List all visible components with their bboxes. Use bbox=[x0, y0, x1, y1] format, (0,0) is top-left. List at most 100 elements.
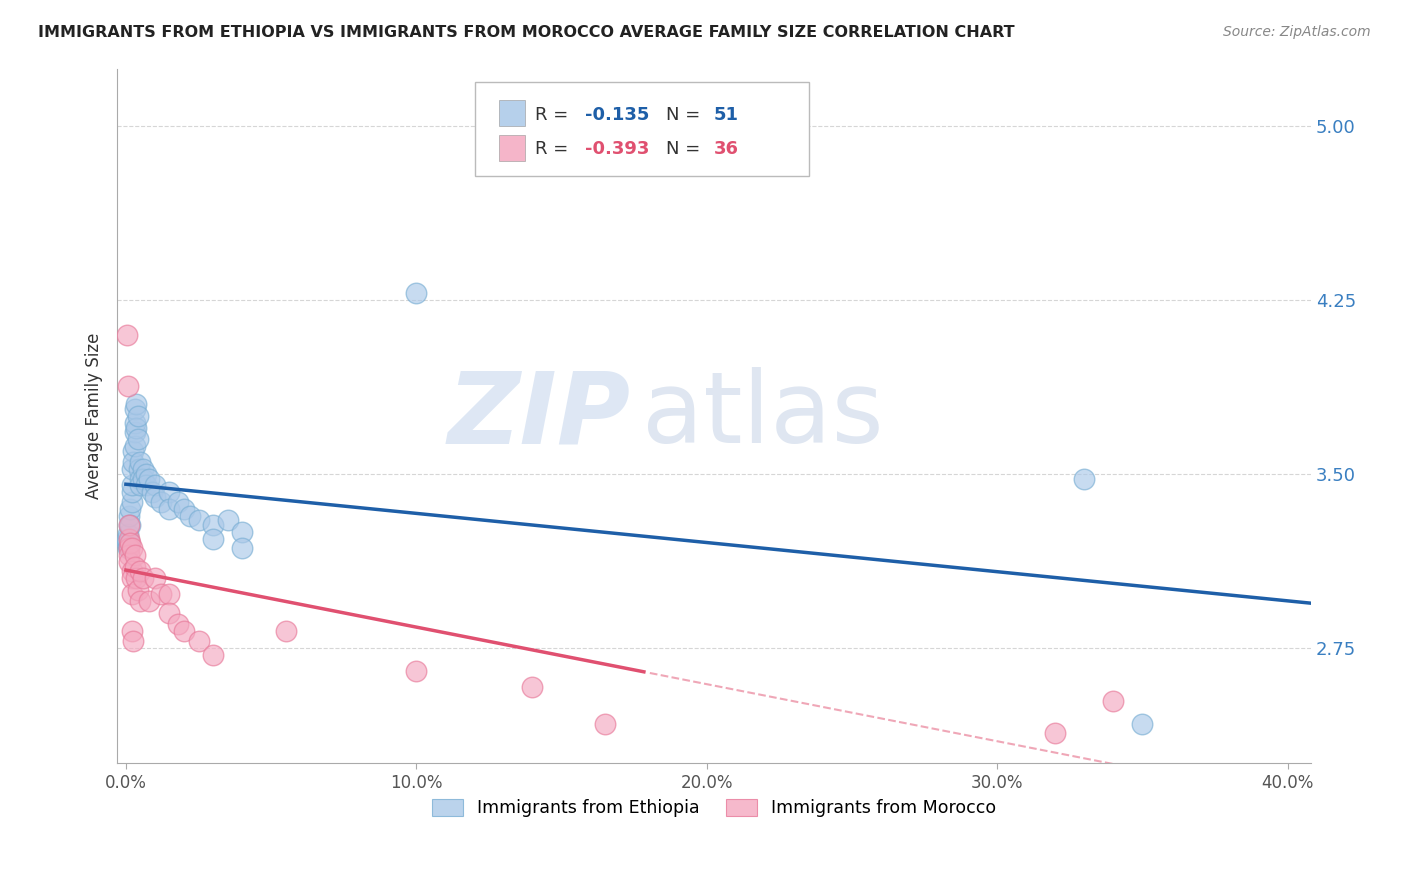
Point bbox=[129, 478, 152, 492]
Point bbox=[187, 633, 209, 648]
Point bbox=[143, 571, 166, 585]
Point bbox=[122, 633, 145, 648]
Point bbox=[120, 501, 142, 516]
Point bbox=[124, 402, 146, 417]
Point bbox=[118, 555, 141, 569]
Point bbox=[187, 513, 209, 527]
FancyBboxPatch shape bbox=[499, 100, 526, 126]
Point bbox=[124, 425, 146, 440]
Point bbox=[231, 524, 253, 539]
Point bbox=[143, 478, 166, 492]
Point bbox=[124, 559, 146, 574]
Text: N =: N = bbox=[666, 106, 706, 124]
Point bbox=[118, 548, 141, 562]
Point bbox=[117, 536, 139, 550]
Point bbox=[132, 462, 155, 476]
Point bbox=[117, 327, 139, 342]
Point bbox=[118, 539, 141, 553]
Point bbox=[118, 532, 141, 546]
Point bbox=[132, 571, 155, 585]
Point bbox=[522, 680, 544, 694]
Point bbox=[593, 717, 616, 731]
Point bbox=[1102, 694, 1125, 708]
Point bbox=[159, 587, 181, 601]
Point bbox=[120, 517, 142, 532]
Point bbox=[167, 617, 190, 632]
Text: ZIP: ZIP bbox=[447, 368, 630, 465]
Point bbox=[173, 624, 195, 639]
Point bbox=[118, 534, 141, 549]
Point bbox=[129, 564, 152, 578]
Y-axis label: Average Family Size: Average Family Size bbox=[86, 333, 103, 500]
Point bbox=[118, 541, 141, 555]
Point bbox=[159, 606, 181, 620]
Point bbox=[159, 501, 181, 516]
Text: atlas: atlas bbox=[643, 368, 884, 465]
Point bbox=[120, 536, 142, 550]
Point bbox=[121, 587, 143, 601]
Point bbox=[117, 527, 139, 541]
Point bbox=[127, 582, 149, 597]
Point bbox=[121, 485, 143, 500]
Point bbox=[124, 416, 146, 430]
Point bbox=[121, 624, 143, 639]
Point bbox=[405, 286, 427, 301]
Point bbox=[143, 490, 166, 504]
Point bbox=[159, 485, 181, 500]
Point bbox=[135, 467, 157, 481]
Point bbox=[125, 397, 148, 411]
Text: -0.135: -0.135 bbox=[585, 106, 650, 124]
Point bbox=[127, 409, 149, 423]
Point bbox=[117, 379, 139, 393]
Point bbox=[122, 443, 145, 458]
Point bbox=[129, 455, 152, 469]
FancyBboxPatch shape bbox=[475, 82, 810, 177]
Point bbox=[121, 494, 143, 508]
Text: R =: R = bbox=[534, 140, 574, 158]
FancyBboxPatch shape bbox=[499, 135, 526, 161]
Point bbox=[274, 624, 297, 639]
Point bbox=[118, 517, 141, 532]
Point bbox=[117, 532, 139, 546]
Point bbox=[1043, 726, 1066, 740]
Text: Source: ZipAtlas.com: Source: ZipAtlas.com bbox=[1223, 25, 1371, 39]
Point bbox=[405, 664, 427, 678]
Legend: Immigrants from Ethiopia, Immigrants from Morocco: Immigrants from Ethiopia, Immigrants fro… bbox=[425, 791, 1002, 824]
Text: -0.393: -0.393 bbox=[585, 140, 650, 158]
Point bbox=[1130, 717, 1153, 731]
Point bbox=[124, 439, 146, 453]
Point bbox=[202, 648, 225, 662]
Point bbox=[121, 571, 143, 585]
Text: IMMIGRANTS FROM ETHIOPIA VS IMMIGRANTS FROM MOROCCO AVERAGE FAMILY SIZE CORRELAT: IMMIGRANTS FROM ETHIOPIA VS IMMIGRANTS F… bbox=[38, 25, 1015, 40]
Point bbox=[167, 494, 190, 508]
Point bbox=[117, 541, 139, 555]
Point bbox=[121, 564, 143, 578]
Point bbox=[121, 478, 143, 492]
Point bbox=[138, 471, 160, 485]
Point bbox=[173, 501, 195, 516]
Point bbox=[202, 517, 225, 532]
Point bbox=[231, 541, 253, 555]
Point bbox=[129, 471, 152, 485]
Point bbox=[124, 548, 146, 562]
Point bbox=[129, 594, 152, 608]
Point bbox=[118, 517, 141, 532]
Point bbox=[135, 478, 157, 492]
Text: N =: N = bbox=[666, 140, 706, 158]
Point bbox=[125, 420, 148, 434]
Point bbox=[127, 432, 149, 446]
Point bbox=[132, 471, 155, 485]
Point bbox=[141, 485, 163, 500]
Point bbox=[138, 594, 160, 608]
Point bbox=[1073, 471, 1095, 485]
Point bbox=[128, 462, 150, 476]
Point bbox=[179, 508, 201, 523]
Point bbox=[122, 455, 145, 469]
Point bbox=[118, 508, 141, 523]
Text: 36: 36 bbox=[714, 140, 740, 158]
Point bbox=[121, 541, 143, 555]
Point bbox=[149, 494, 172, 508]
Text: 51: 51 bbox=[714, 106, 740, 124]
Point bbox=[149, 587, 172, 601]
Point bbox=[121, 462, 143, 476]
